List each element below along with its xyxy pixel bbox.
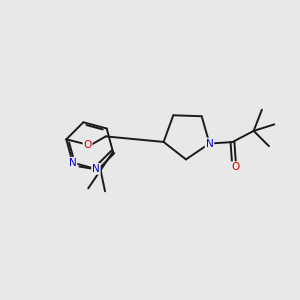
Text: N: N bbox=[92, 164, 100, 174]
Text: O: O bbox=[83, 140, 92, 150]
Text: N: N bbox=[69, 158, 76, 168]
Text: O: O bbox=[231, 162, 239, 172]
Text: N: N bbox=[206, 139, 213, 148]
